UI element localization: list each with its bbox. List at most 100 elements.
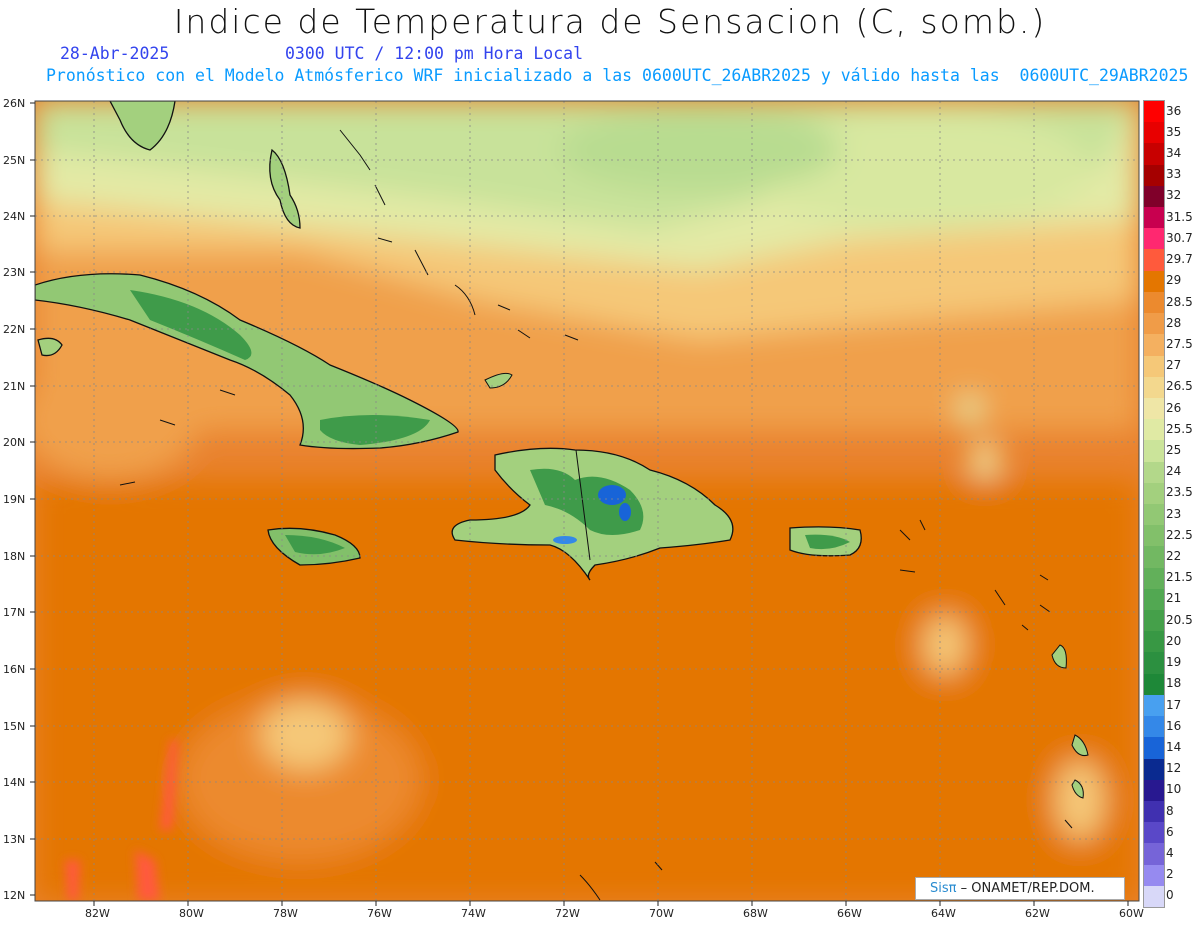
colorbar-label: 27 (1166, 358, 1182, 373)
grid-lines (35, 101, 1139, 901)
colorbar-segment (1144, 546, 1164, 569)
colorbar-segment (1144, 843, 1164, 866)
colorbar-label: 2 (1166, 867, 1174, 882)
colorbar-label: 20.5 (1166, 612, 1193, 627)
colorbar-segment (1144, 164, 1164, 187)
lat-label: 26N (3, 97, 26, 110)
colorbar-segment (1144, 694, 1164, 717)
colorbar-label: 24 (1166, 464, 1182, 479)
colorbar-segment (1144, 588, 1164, 611)
lon-label: 76W (367, 907, 392, 920)
colorbar-segment (1144, 334, 1164, 357)
colorbar-label: 26.5 (1166, 379, 1193, 394)
colorbar-segment (1144, 737, 1164, 760)
colorbar-label: 29 (1166, 273, 1182, 288)
colorbar-label: 25.5 (1166, 421, 1193, 436)
colorbar-segment (1144, 101, 1164, 123)
colorbar-label: 27.5 (1166, 336, 1193, 351)
colorbar-label: 16 (1166, 718, 1182, 733)
lon-label: 60W (1119, 907, 1144, 920)
lon-label: 82W (85, 907, 110, 920)
lat-label: 12N (3, 889, 26, 902)
isle-of-youth (37, 337, 63, 357)
colorbar-label: 20 (1166, 633, 1182, 648)
credit-box: Sisπ – ONAMET/REP.DOM. (915, 877, 1125, 900)
credit-text: – ONAMET/REP.DOM. (956, 881, 1095, 896)
colorbar-segment (1144, 419, 1164, 441)
small-islands (119, 129, 1073, 901)
colorbar-segment (1144, 525, 1164, 547)
lat-label: 13N (3, 833, 26, 846)
colorbar-label: 6 (1166, 824, 1174, 839)
colorbar-label: 30.7 (1166, 230, 1193, 245)
colorbar-segment (1144, 885, 1164, 908)
lon-label: 72W (555, 907, 580, 920)
colorbar-segment (1144, 482, 1164, 505)
florida (109, 101, 176, 151)
colorbar-segment (1144, 652, 1164, 675)
colorbar-segment (1144, 397, 1164, 420)
colorbar-label: 28 (1166, 315, 1182, 330)
colorbar-segment (1144, 185, 1164, 208)
lat-label: 19N (3, 493, 26, 506)
colorbar-segment (1144, 143, 1164, 166)
colorbar-label: 25 (1166, 442, 1182, 457)
colorbar-segment (1144, 440, 1164, 463)
lon-label: 74W (461, 907, 486, 920)
lon-label: 66W (837, 907, 862, 920)
lat-label: 21N (3, 380, 26, 393)
colorbar-label: 36 (1166, 103, 1182, 118)
lon-label: 68W (743, 907, 768, 920)
cuba (35, 273, 459, 450)
colorbar-label: 22.5 (1166, 527, 1193, 542)
lat-label: 22N (3, 323, 26, 336)
sispi-brand: Sisπ (930, 881, 957, 896)
lon-label: 64W (931, 907, 956, 920)
colorbar-label: 17 (1166, 697, 1182, 712)
lon-label: 62W (1025, 907, 1050, 920)
colorbar-label: 19 (1166, 655, 1182, 670)
colorbar-label: 33 (1166, 167, 1182, 182)
colorbar-segment (1144, 567, 1164, 590)
map-frame (34, 100, 1140, 902)
colorbar-label: 22 (1166, 549, 1182, 564)
colorbar-label: 4 (1166, 845, 1174, 860)
lat-label: 23N (3, 266, 26, 279)
colorbar-label: 18 (1166, 676, 1182, 691)
lon-label: 78W (273, 907, 298, 920)
colorbar-label: 23 (1166, 506, 1182, 521)
colorbar-segment (1144, 716, 1164, 738)
colorbar-segment (1144, 249, 1164, 272)
axis-ticks (30, 102, 1129, 906)
model-description: Pronóstico con el Modelo Atmósferico WRF… (46, 66, 1189, 85)
colorbar-segment (1144, 355, 1164, 378)
lat-label: 18N (3, 550, 26, 563)
colorbar-segment (1144, 610, 1164, 632)
lat-label: 15N (3, 720, 26, 733)
colorbar-segment (1144, 376, 1164, 399)
colorbar-segment (1144, 758, 1164, 781)
colorbar-label: 26 (1166, 400, 1182, 415)
colorbar-label: 14 (1166, 739, 1182, 754)
temperature-map (30, 100, 1140, 906)
colorbar-segment (1144, 207, 1164, 229)
lat-label: 17N (3, 606, 26, 619)
lon-label: 70W (649, 907, 674, 920)
land-masses (35, 101, 1089, 799)
colorbar-segment (1144, 313, 1164, 335)
lat-label: 24N (3, 210, 26, 223)
colorbar-label: 21.5 (1166, 570, 1193, 585)
lon-label: 80W (179, 907, 204, 920)
map-title: Indice de Temperatura de Sensacion (C, s… (173, 2, 1047, 41)
forecast-time: 0300 UTC / 12:00 pm Hora Local (285, 44, 584, 63)
colorbar-segment (1144, 822, 1164, 844)
colorbar-label: 32 (1166, 188, 1182, 203)
colorbar-segment (1144, 122, 1164, 144)
colorbar-segment (1144, 673, 1164, 696)
colorbar-label: 0 (1166, 888, 1174, 903)
colorbar-segment (1144, 504, 1164, 526)
colorbar-segment (1144, 461, 1164, 484)
colorbar-segment (1144, 291, 1164, 314)
lat-label: 25N (3, 154, 26, 167)
colorbar-label: 31.5 (1166, 209, 1193, 224)
